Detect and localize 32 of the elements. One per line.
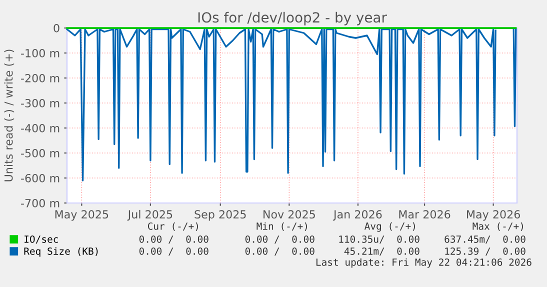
- text: Avg (-/+): [364, 222, 415, 232]
- legend-label: Req Size (KB): [24, 247, 98, 257]
- y-tick-label: -100 m: [21, 48, 60, 58]
- text: Cur (-/+): [148, 222, 198, 231]
- x-tick-label: Jul 2025: [127, 210, 172, 221]
- text: 45.21m/ 0.00: [344, 247, 420, 256]
- y-tick-label: -400 m: [21, 124, 60, 132]
- legend-label: IO/sec: [24, 235, 58, 244]
- x-tick-label: May 2026: [467, 210, 520, 221]
- y-tick-label: -200 m: [21, 74, 60, 82]
- x-tick-label: Nov 2025: [264, 210, 315, 219]
- text: 0.00 / 0.00: [139, 247, 208, 256]
- text: Last update: Fri May 22 04:21:06 2026: [316, 258, 532, 268]
- y-tick-label: -300 m: [21, 98, 60, 108]
- x-tick-label: May 2025: [55, 210, 108, 221]
- text: 637.45m/ 0.00: [444, 235, 526, 244]
- text: 110.35u/ 0.00: [339, 235, 420, 244]
- x-tick-label: Sep 2025: [194, 210, 246, 221]
- text: 0.00 / 0.00: [245, 247, 314, 256]
- chart-title: IOs for /dev/loop2 - by year: [198, 12, 387, 26]
- text: 0.00 / 0.00: [139, 235, 208, 244]
- x-tick-label: Jan 2026: [332, 210, 382, 221]
- y-tick-label: 0: [54, 24, 60, 32]
- text: 125.39 / 0.00: [445, 247, 526, 256]
- text: 0.00 / 0.00: [245, 235, 314, 244]
- y-tick-label: -500 m: [21, 148, 60, 158]
- x-tick-label: Mar 2026: [399, 210, 450, 219]
- text: Min (-/+): [256, 222, 307, 231]
- text: Max (-/+): [472, 222, 523, 231]
- y-axis-title: Units read (-) / write (+): [4, 50, 14, 182]
- y-tick-label: -600 m: [21, 174, 60, 182]
- y-tick-label: -700 m: [21, 198, 60, 208]
